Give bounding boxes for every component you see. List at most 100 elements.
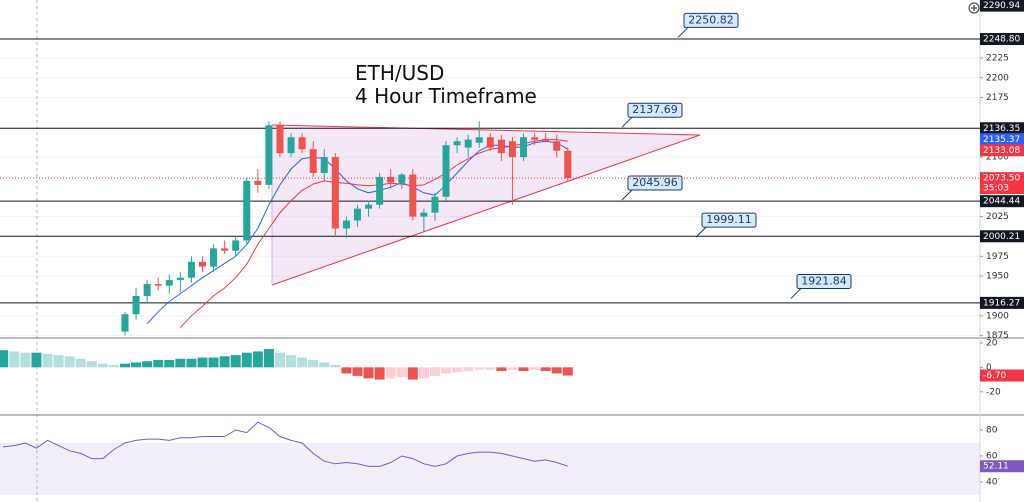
price-tag-label: 2136.35 bbox=[983, 124, 1020, 134]
moving-average bbox=[146, 140, 569, 325]
histogram-bar bbox=[286, 355, 297, 368]
histogram-bar bbox=[86, 361, 97, 368]
add-icon-plus bbox=[971, 5, 977, 11]
candle-body bbox=[320, 157, 328, 173]
histogram-bar bbox=[97, 363, 108, 368]
candle-body bbox=[520, 137, 528, 158]
price-tag-label: 1916.27 bbox=[983, 298, 1020, 308]
candle-body bbox=[243, 180, 251, 241]
candle-body bbox=[309, 149, 317, 173]
candle-body bbox=[564, 150, 572, 179]
histogram-bar bbox=[341, 367, 352, 374]
y-tick-label: 1950 bbox=[986, 272, 1009, 282]
y-tick-label: 40 bbox=[986, 477, 998, 487]
histogram-bar bbox=[463, 367, 474, 371]
histogram-bar bbox=[374, 367, 385, 380]
y-tick-label: 60 bbox=[986, 451, 998, 461]
candle-body bbox=[376, 176, 384, 205]
candle-body bbox=[276, 125, 284, 154]
histogram-bar bbox=[20, 352, 31, 368]
rsi-band bbox=[0, 442, 980, 495]
candle-body bbox=[121, 314, 129, 332]
callout-pointer bbox=[790, 288, 802, 299]
price-tag-label: 2044.44 bbox=[983, 197, 1020, 207]
rsi-tag-label: 52.11 bbox=[983, 462, 1009, 472]
histogram-bar bbox=[396, 367, 407, 378]
candle-body bbox=[298, 137, 306, 150]
histogram-bar bbox=[252, 351, 263, 368]
callout-pointer bbox=[621, 116, 633, 128]
callout-box bbox=[627, 102, 683, 118]
callout-box bbox=[796, 273, 852, 289]
histogram-bar bbox=[485, 367, 496, 370]
candle-body bbox=[287, 137, 295, 154]
price-tag-label: 2248.80 bbox=[983, 35, 1020, 45]
candle-body bbox=[165, 280, 173, 286]
candle-body bbox=[531, 137, 539, 140]
price-tag bbox=[980, 144, 1024, 157]
candle-body bbox=[254, 180, 262, 185]
candle-body bbox=[475, 137, 483, 143]
y-tick-label: 2100 bbox=[986, 153, 1009, 163]
histogram-bar bbox=[418, 367, 429, 379]
triangle-pattern bbox=[272, 125, 700, 285]
candle-body bbox=[132, 295, 140, 315]
histogram-bar bbox=[64, 356, 75, 368]
histogram-bar bbox=[108, 364, 119, 368]
histogram-bar bbox=[363, 367, 374, 379]
y-tick-label: 2200 bbox=[986, 73, 1009, 83]
add-icon[interactable] bbox=[968, 2, 980, 14]
histogram-bar bbox=[186, 358, 197, 368]
histogram-bar bbox=[9, 351, 20, 368]
y-tick-label: 20 bbox=[986, 338, 998, 348]
histogram-bar bbox=[319, 362, 330, 368]
price-tag bbox=[980, 230, 1024, 243]
histogram-bar bbox=[474, 367, 485, 370]
price-tag bbox=[980, 122, 1024, 135]
histogram-bar bbox=[441, 367, 452, 374]
histogram-bar bbox=[131, 362, 142, 368]
candle-body bbox=[198, 261, 206, 267]
histogram-bar bbox=[496, 367, 507, 371]
histogram-bar bbox=[208, 357, 219, 368]
histogram-bar bbox=[0, 350, 9, 368]
candle-body bbox=[154, 284, 162, 286]
price-tag bbox=[980, 172, 1024, 195]
y-tick-label: 1975 bbox=[986, 252, 1009, 262]
y-tick-label: 1875 bbox=[986, 331, 1009, 341]
price-tag bbox=[980, 296, 1024, 309]
price-tag-label: 2000.21 bbox=[983, 232, 1020, 242]
candle-body bbox=[553, 141, 561, 151]
candle-body bbox=[387, 176, 395, 183]
candle-body bbox=[442, 145, 450, 197]
y-tick-label: 2225 bbox=[986, 53, 1009, 63]
chart-subtitle: 4 Hour Timeframe bbox=[355, 84, 537, 108]
callout-label: 2137.69 bbox=[632, 103, 678, 116]
histogram-bar bbox=[42, 353, 53, 368]
histogram-bar bbox=[297, 357, 308, 368]
histogram-bar bbox=[308, 360, 319, 368]
candle-body bbox=[221, 248, 229, 251]
candle-body bbox=[398, 174, 406, 183]
candle-body bbox=[508, 141, 516, 158]
price-tag-countdown: 35:03 bbox=[983, 184, 1009, 194]
candle-body bbox=[409, 174, 417, 217]
histogram-bar bbox=[53, 355, 64, 368]
y-tick-label: 0 bbox=[986, 363, 992, 373]
histogram-bar bbox=[551, 367, 562, 374]
histogram-bar bbox=[75, 358, 86, 368]
price-tag-label: 2135.37 bbox=[983, 135, 1020, 145]
histogram-bar bbox=[562, 367, 573, 376]
histogram-bar bbox=[31, 352, 42, 368]
rsi-line bbox=[3, 421, 568, 467]
histogram-bar bbox=[330, 364, 341, 368]
y-tick-label: 1900 bbox=[986, 311, 1009, 321]
histogram-bar bbox=[385, 367, 396, 379]
candle-body bbox=[176, 277, 184, 281]
histogram-bar bbox=[230, 355, 241, 368]
price-tag bbox=[980, 195, 1024, 208]
rsi-tag bbox=[980, 460, 1024, 473]
histogram-bar bbox=[518, 367, 529, 371]
histogram-bar bbox=[175, 358, 186, 368]
